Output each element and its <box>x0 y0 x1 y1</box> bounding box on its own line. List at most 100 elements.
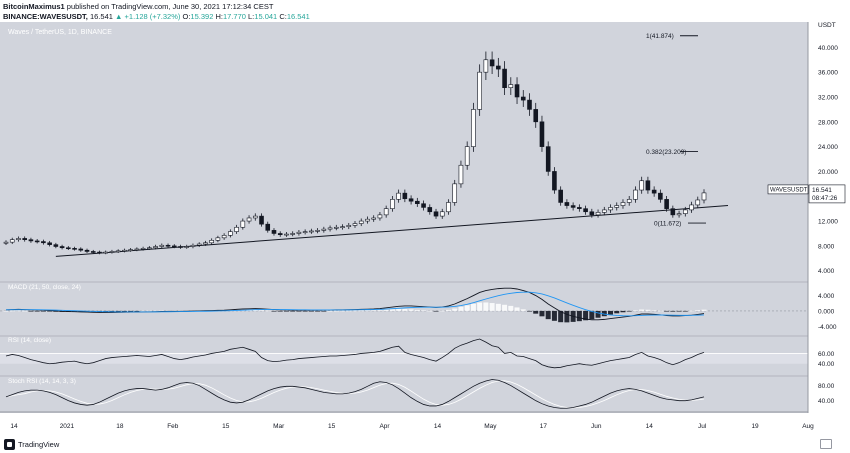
close-value: 16.541 <box>286 12 310 21</box>
price-tag-countdown: 08:47:26 <box>812 195 838 202</box>
candle-up <box>477 71 482 110</box>
macd-histogram-bar <box>701 309 707 311</box>
candle-up <box>446 202 451 213</box>
close-label: C: <box>279 12 287 21</box>
macd-histogram-bar <box>333 310 339 312</box>
macd-histogram-bar <box>396 308 402 311</box>
candle-up <box>128 249 133 251</box>
time-tick-label: Apr <box>379 423 390 430</box>
tradingview-logo-icon[interactable] <box>4 439 15 450</box>
macd-signal-line <box>5 291 705 317</box>
macd-histogram-bar <box>165 310 171 312</box>
time-tick-label: 14 <box>646 423 654 430</box>
support-trendline <box>55 205 729 257</box>
macd-histogram-bar <box>283 310 289 312</box>
macd-histogram-bar <box>134 310 140 312</box>
candle-up <box>601 209 607 213</box>
macd-histogram-bar <box>483 302 489 311</box>
macd-histogram-bar <box>3 310 9 312</box>
candle-up <box>483 59 489 73</box>
screen-icon[interactable] <box>820 439 832 449</box>
macd-histogram-bar <box>558 310 564 323</box>
candle-up <box>595 212 601 216</box>
high-label: H: <box>215 12 223 21</box>
author-name[interactable]: BitcoinMaximus1 <box>3 2 65 11</box>
candle-down <box>558 189 563 203</box>
candle-down <box>78 248 84 251</box>
candle-down <box>651 189 657 194</box>
time-tick-label: 15 <box>328 423 336 430</box>
macd-histogram-bar <box>389 309 395 311</box>
macd-histogram-bar <box>371 310 377 312</box>
macd-histogram-bar <box>595 310 601 318</box>
symbol-tag-text: WAVESUSDT <box>770 187 808 193</box>
candle-up <box>689 204 694 211</box>
candle-down <box>502 68 507 88</box>
macd-histogram-bar <box>414 309 420 311</box>
candle-down <box>171 245 177 248</box>
macd-histogram-bar <box>346 310 352 312</box>
candle-up <box>115 250 121 253</box>
candle-down <box>583 208 588 213</box>
macd-histogram-bar <box>676 310 682 312</box>
rsi-tick-label: 40.00 <box>818 361 835 368</box>
macd-histogram-bar <box>433 310 439 312</box>
price-tick-label: 40.000 <box>818 45 838 52</box>
macd-histogram-bar <box>477 302 483 311</box>
candle-down <box>552 171 557 191</box>
macd-histogram-bar <box>458 306 464 311</box>
candle-down <box>564 202 570 206</box>
macd-histogram-bar <box>302 310 308 312</box>
macd-histogram-bar <box>439 310 445 312</box>
candle-down <box>577 207 582 209</box>
candle-down <box>72 248 77 250</box>
price-tag-value: 16.541 <box>812 187 832 194</box>
time-tick-label: Feb <box>167 423 179 430</box>
candle-up <box>358 220 364 224</box>
price-tick-label: 28.000 <box>818 119 838 126</box>
macd-pane-label: MACD (21, 50, close, 24) <box>8 284 81 291</box>
candle-up <box>122 249 127 252</box>
time-tick-label: May <box>484 423 497 430</box>
macd-histogram-bar <box>308 310 314 312</box>
candle-up <box>639 180 644 191</box>
time-tick-label: 2021 <box>60 423 75 430</box>
time-tick-label: Aug <box>802 423 814 430</box>
footer-brand[interactable]: TradingView <box>18 440 60 449</box>
price-tick-label: 4.000 <box>818 268 835 275</box>
macd-histogram-bar <box>340 310 346 312</box>
candle-up <box>16 238 21 240</box>
macd-histogram-bar <box>128 310 134 312</box>
time-tick-label: Jul <box>698 423 707 430</box>
macd-histogram-bar <box>527 310 532 312</box>
low-value: 15.041 <box>254 12 278 21</box>
price-tick-label: 8.000 <box>818 243 835 250</box>
candle-up <box>234 226 239 232</box>
price-axis[interactable] <box>809 22 850 434</box>
candle-up <box>284 233 289 236</box>
low-label: L: <box>248 12 255 21</box>
candle-up <box>246 217 252 222</box>
candle-up <box>614 205 620 208</box>
price-chart[interactable]: 40.00036.00032.00028.00024.00020.00016.0… <box>0 22 850 434</box>
fib-label: 0.382(23.209) <box>646 149 686 156</box>
ohlc-line: BINANCE:WAVESUSDT, 16.541 ▲ +1.128 (+7.3… <box>3 12 310 21</box>
macd-histogram-bar <box>489 303 495 311</box>
macd-histogram-bar <box>358 310 364 312</box>
stoch-k-line <box>5 379 705 409</box>
macd-histogram-bar <box>608 310 614 315</box>
time-tick-label: 15 <box>222 423 230 430</box>
macd-histogram-bar <box>315 310 321 312</box>
candle-up <box>184 246 190 248</box>
symbol-tag <box>767 184 809 195</box>
chart-area[interactable]: 40.00036.00032.00028.00024.00020.00016.0… <box>0 22 850 434</box>
candle-up <box>3 241 9 244</box>
price-change: ▲ +1.128 (+7.32%) <box>115 12 181 21</box>
candle-up <box>633 189 638 200</box>
time-axis[interactable] <box>0 413 850 434</box>
candle-up <box>228 231 233 236</box>
macd-histogram-bar <box>140 310 146 312</box>
candle-down <box>271 230 277 234</box>
macd-histogram-bar <box>695 310 701 311</box>
rsi-pane-label: RSI (14, close) <box>8 337 51 344</box>
